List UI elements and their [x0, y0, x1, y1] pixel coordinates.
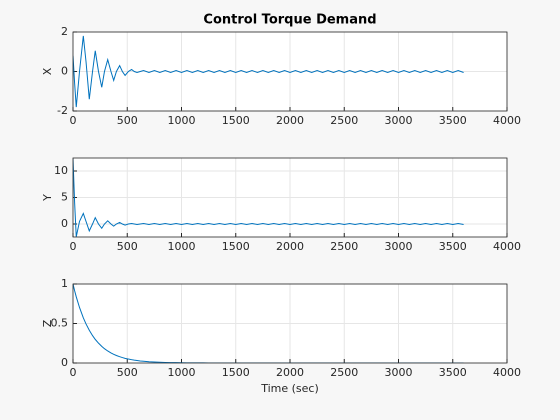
- y-tick-label: 0: [61, 356, 68, 369]
- y-tick-label: 0: [61, 65, 68, 78]
- x-tick-label: 0: [70, 114, 77, 127]
- x-tick-label: 2000: [276, 366, 304, 379]
- x-tick-label: 4000: [493, 366, 521, 379]
- x-tick-label: 2500: [330, 366, 358, 379]
- x-tick-label: 0: [70, 366, 77, 379]
- x-tick-label: 3000: [385, 366, 413, 379]
- x-tick-label: 3500: [439, 240, 467, 253]
- data-line: [73, 35, 464, 108]
- y-tick-label: 5: [61, 191, 68, 204]
- x-tick-label: 3000: [385, 114, 413, 127]
- x-tick-label: 2000: [276, 114, 304, 127]
- x-tick-label: 4000: [493, 240, 521, 253]
- x-axis-label: Time (sec): [260, 382, 319, 395]
- x-tick-label: 2000: [276, 240, 304, 253]
- y-tick-label: 0.5: [51, 317, 69, 330]
- x-tick-label: 3000: [385, 240, 413, 253]
- x-tick-label: 1000: [168, 114, 196, 127]
- x-tick-label: 500: [117, 366, 138, 379]
- y-tick-label: -2: [57, 104, 68, 117]
- y-axis-label: Z: [41, 319, 54, 327]
- x-tick-label: 500: [117, 114, 138, 127]
- x-tick-label: 3500: [439, 114, 467, 127]
- data-line: [73, 284, 464, 363]
- y-tick-label: 2: [61, 25, 68, 38]
- x-tick-label: 1500: [222, 366, 250, 379]
- y-axis-label: Y: [41, 194, 54, 202]
- x-tick-label: 2500: [330, 114, 358, 127]
- data-line: [73, 158, 464, 237]
- x-tick-label: 1500: [222, 114, 250, 127]
- x-tick-label: 3500: [439, 366, 467, 379]
- x-tick-label: 4000: [493, 114, 521, 127]
- x-tick-label: 500: [117, 240, 138, 253]
- x-tick-label: 0: [70, 240, 77, 253]
- axes-box: [72, 157, 508, 238]
- y-axis-label: X: [41, 67, 54, 75]
- x-tick-label: 1500: [222, 240, 250, 253]
- x-tick-label: 2500: [330, 240, 358, 253]
- axes-box: [72, 31, 508, 112]
- y-tick-label: 10: [54, 164, 68, 177]
- x-tick-label: 1000: [168, 240, 196, 253]
- x-tick-label: 1000: [168, 366, 196, 379]
- axes-box: [72, 283, 508, 364]
- y-tick-label: 1: [61, 277, 68, 290]
- chart-title: Control Torque Demand: [203, 13, 376, 28]
- y-tick-label: 0: [61, 217, 68, 230]
